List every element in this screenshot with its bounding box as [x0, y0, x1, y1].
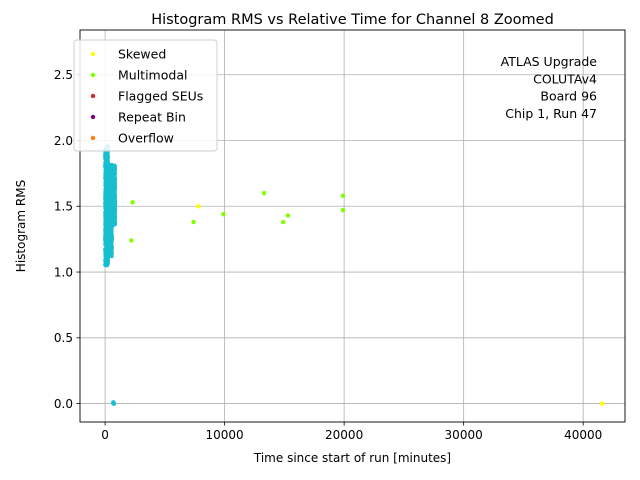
cluster-point — [107, 168, 112, 172]
data-point — [129, 238, 134, 243]
cluster-point — [103, 160, 108, 165]
data-point — [340, 208, 346, 213]
cluster-point — [112, 176, 117, 181]
cluster-point — [103, 262, 108, 267]
cluster-point — [108, 248, 113, 253]
axis-ticks: 0 10000 20000 30000 40000 0.0 0.5 1.0 1.5 2.0 2.5 — [54, 68, 602, 442]
legend-marker — [90, 93, 96, 99]
cluster-point — [112, 171, 116, 176]
legend-marker — [90, 135, 96, 141]
cluster-point — [112, 213, 116, 217]
cluster-point — [108, 253, 113, 257]
legend-label: Skewed — [118, 47, 166, 62]
cluster-point — [112, 191, 117, 196]
legend-marker — [90, 51, 96, 57]
x-tick-label: 20000 — [325, 428, 363, 442]
cluster-point — [105, 152, 110, 157]
data-point — [285, 213, 291, 218]
cluster-point — [107, 172, 112, 176]
data-point — [280, 219, 286, 225]
annotation-line: COLUTAv4 — [533, 71, 597, 86]
cluster-point — [112, 183, 117, 187]
data-point — [196, 204, 201, 209]
cluster-point — [109, 228, 114, 233]
legend: Skewed Multimodal Flagged SEUs Repeat Bin Ov… — [73, 39, 218, 152]
legend-label: Overflow — [118, 131, 174, 146]
cluster-point — [110, 233, 114, 238]
cluster-point — [112, 188, 117, 193]
cluster-point — [104, 256, 109, 261]
legend-label: Repeat Bin — [118, 110, 186, 125]
cluster-point — [107, 203, 112, 208]
x-tick-label: 0 — [101, 428, 109, 442]
data-point — [130, 200, 135, 205]
cluster-point — [110, 200, 115, 205]
cluster-point — [103, 177, 108, 181]
plot-frame — [79, 29, 626, 423]
cluster-point — [109, 243, 114, 248]
legend-label: Flagged SEUs — [118, 89, 203, 104]
annotation-line: Chip 1, Run 47 — [505, 106, 597, 121]
x-tick-label: 10000 — [206, 428, 244, 442]
legend-marker — [90, 72, 96, 78]
annotation-line: ATLAS Upgrade — [501, 54, 598, 69]
y-tick-label: 1.0 — [54, 265, 73, 279]
y-tick-label: 1.5 — [54, 200, 73, 214]
cluster-point — [112, 167, 117, 171]
cluster-point — [106, 180, 111, 184]
data-point — [340, 193, 346, 198]
y-axis-label: Histogram RMS — [14, 180, 28, 272]
legend-box — [73, 39, 218, 152]
x-axis-label: Time since start of run [minutes] — [253, 451, 451, 465]
y-tick-label: 0.0 — [54, 397, 73, 411]
x-tick-label: 40000 — [564, 428, 602, 442]
cluster-point — [112, 209, 117, 214]
x-tick-label: 30000 — [445, 428, 483, 442]
annotation-line: Board 96 — [540, 89, 597, 104]
y-tick-label: 2.0 — [54, 134, 73, 148]
y-tick-label: 0.5 — [54, 331, 73, 345]
grid-lines — [80, 30, 625, 422]
data-point — [111, 400, 116, 405]
data-point — [600, 401, 605, 406]
cluster-point — [107, 239, 112, 244]
data-points — [103, 144, 605, 406]
run-annotation: ATLAS Upgrade COLUTAv4 Board 96 Chip 1, Run… — [501, 54, 598, 121]
cluster-point — [111, 219, 116, 224]
y-tick-label: 2.5 — [54, 68, 73, 82]
data-point — [191, 219, 196, 225]
legend-marker — [90, 114, 96, 120]
chart-title: Histogram RMS vs Relative Time for Chann… — [151, 12, 554, 28]
legend-label: Multimodal — [118, 68, 187, 83]
data-point — [221, 211, 226, 217]
data-point — [261, 190, 267, 196]
cluster-point — [105, 156, 110, 161]
